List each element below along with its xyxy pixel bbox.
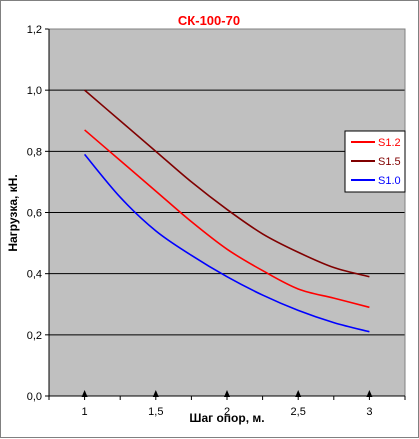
x-tick-label: 1,5 [148, 406, 163, 418]
y-tick-label: 0,4 [27, 269, 42, 281]
series-lines [83, 89, 370, 333]
y-tick-label: 0,2 [27, 330, 42, 342]
x-tick-marker [366, 390, 373, 397]
tick-labels: 0,0 0,2 0,4 0,6 0,8 1,0 1,2 1 1,5 2 2,5 3 [27, 24, 373, 418]
y-tick-label: 1,2 [27, 24, 42, 36]
y-tick-label: 0,8 [27, 146, 42, 158]
legend-label: S1.2 [378, 137, 401, 149]
y-axis-label: Нагрузка, кН. [6, 174, 20, 251]
x-tick-marker [224, 390, 230, 397]
x-tick-label: 3 [366, 406, 372, 418]
x-tick-marker [295, 390, 302, 397]
y-tick-label: 0,0 [27, 391, 42, 403]
axes [45, 28, 406, 400]
chart-title: СК-100-70 [178, 13, 240, 28]
legend: S1.2 S1.5 S1.0 [344, 130, 406, 193]
x-tick-label: 2 [224, 406, 230, 418]
x-tick-label: 1 [82, 406, 88, 418]
x-axis-label: Шаг опор, м. [189, 411, 264, 425]
series-line-S1-0 [83, 153, 370, 333]
legend-label: S1.0 [378, 175, 401, 187]
series-line-S1-5 [84, 89, 370, 278]
series-line-S1-2 [84, 129, 370, 309]
y-tick-label: 0,6 [27, 208, 42, 220]
legend-label: S1.5 [378, 156, 401, 168]
x-tick-marker [81, 390, 88, 397]
y-tick-label: 1,0 [27, 85, 42, 97]
x-tick-marker [152, 390, 159, 397]
x-tick-label: 2,5 [291, 406, 306, 418]
